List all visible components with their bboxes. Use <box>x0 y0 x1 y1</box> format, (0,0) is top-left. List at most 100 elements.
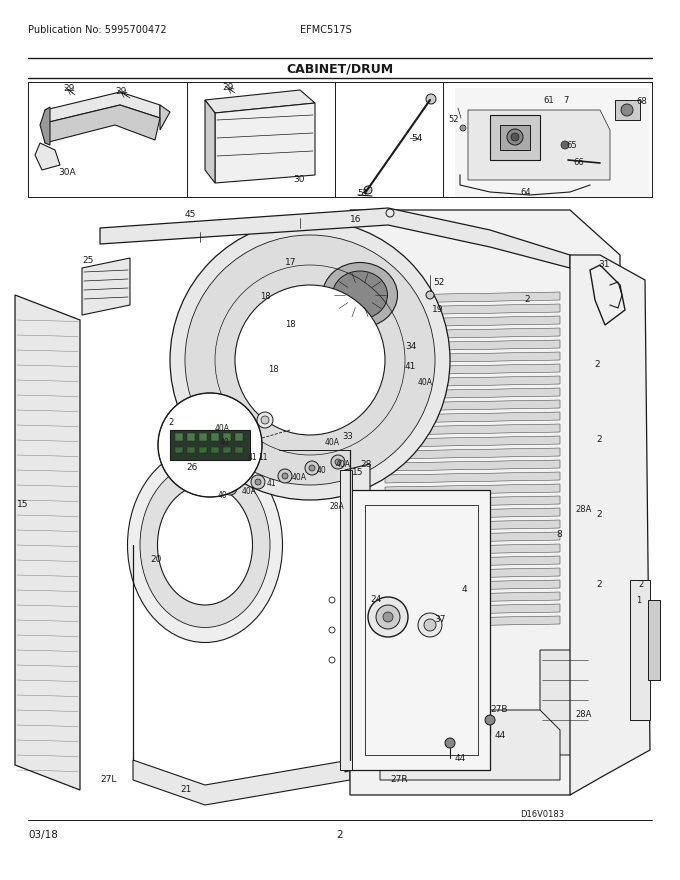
Circle shape <box>418 613 442 637</box>
Polygon shape <box>385 364 560 375</box>
Polygon shape <box>385 400 560 411</box>
Circle shape <box>376 605 400 629</box>
Circle shape <box>158 393 262 497</box>
Polygon shape <box>205 90 315 113</box>
Ellipse shape <box>128 448 282 642</box>
Text: 28A: 28A <box>575 505 592 514</box>
Bar <box>223 433 231 441</box>
Ellipse shape <box>140 463 270 627</box>
Polygon shape <box>45 105 160 143</box>
Circle shape <box>485 715 495 725</box>
Text: 37: 37 <box>434 615 445 624</box>
Polygon shape <box>455 88 650 197</box>
Text: 29: 29 <box>115 87 126 96</box>
Polygon shape <box>385 592 560 603</box>
Circle shape <box>364 186 372 194</box>
Text: 54: 54 <box>411 134 422 143</box>
Text: 24: 24 <box>370 595 381 604</box>
Circle shape <box>305 461 319 475</box>
Polygon shape <box>385 532 560 543</box>
Polygon shape <box>385 556 560 567</box>
Text: 15: 15 <box>17 500 29 509</box>
Polygon shape <box>15 295 80 790</box>
Text: 40A: 40A <box>325 438 340 447</box>
Text: 15: 15 <box>352 468 364 477</box>
Text: 19: 19 <box>432 305 443 314</box>
Polygon shape <box>385 460 560 471</box>
Text: 61: 61 <box>543 96 554 105</box>
Circle shape <box>460 125 466 131</box>
Polygon shape <box>385 376 560 387</box>
Circle shape <box>331 455 345 469</box>
Text: 2: 2 <box>168 418 173 427</box>
Circle shape <box>335 459 341 465</box>
Text: 21: 21 <box>180 785 191 794</box>
Text: 45: 45 <box>185 210 197 219</box>
Circle shape <box>426 291 434 299</box>
Circle shape <box>383 612 393 622</box>
Text: 40A: 40A <box>242 487 257 496</box>
Text: 18: 18 <box>268 365 279 374</box>
Text: 28A: 28A <box>575 710 592 719</box>
Text: 03/18: 03/18 <box>28 830 58 840</box>
Polygon shape <box>385 316 560 327</box>
Polygon shape <box>385 568 560 579</box>
Text: 51: 51 <box>357 189 369 198</box>
Polygon shape <box>385 292 560 303</box>
Circle shape <box>251 475 265 489</box>
Text: 16: 16 <box>350 215 362 224</box>
Polygon shape <box>340 470 352 770</box>
Polygon shape <box>570 255 650 795</box>
Circle shape <box>424 619 436 631</box>
Polygon shape <box>385 580 560 591</box>
Ellipse shape <box>158 485 252 605</box>
Polygon shape <box>630 580 650 720</box>
Polygon shape <box>45 92 160 123</box>
Polygon shape <box>350 490 490 770</box>
Polygon shape <box>380 710 560 780</box>
Text: 52: 52 <box>448 115 458 124</box>
Polygon shape <box>468 110 610 180</box>
Circle shape <box>621 104 633 116</box>
Text: CABINET/DRUM: CABINET/DRUM <box>286 63 394 76</box>
Text: 29: 29 <box>222 83 233 92</box>
Text: 40A: 40A <box>336 460 351 469</box>
Polygon shape <box>385 304 560 315</box>
Polygon shape <box>385 508 560 519</box>
Circle shape <box>218 423 232 437</box>
Bar <box>235 447 243 453</box>
Text: 33: 33 <box>342 432 353 441</box>
Polygon shape <box>385 604 560 615</box>
Text: 17: 17 <box>285 258 296 267</box>
Polygon shape <box>385 424 560 435</box>
Circle shape <box>507 129 523 145</box>
Text: 68: 68 <box>636 97 647 106</box>
Circle shape <box>561 141 569 149</box>
Circle shape <box>170 220 450 500</box>
Polygon shape <box>385 544 560 555</box>
Text: 40A: 40A <box>292 473 307 482</box>
Bar <box>187 433 195 441</box>
Polygon shape <box>385 352 560 363</box>
Circle shape <box>257 412 273 428</box>
Text: EFMC517S: EFMC517S <box>300 25 352 35</box>
Polygon shape <box>385 616 560 627</box>
Circle shape <box>227 485 233 491</box>
Polygon shape <box>385 448 560 459</box>
Polygon shape <box>385 436 560 447</box>
Text: 52: 52 <box>433 278 444 287</box>
Text: 20: 20 <box>150 555 161 564</box>
Polygon shape <box>385 496 560 507</box>
Polygon shape <box>385 484 560 495</box>
Text: 40: 40 <box>218 491 228 500</box>
Bar <box>211 433 219 441</box>
Text: 26: 26 <box>186 463 197 472</box>
Bar <box>175 433 183 441</box>
Polygon shape <box>35 143 60 170</box>
Polygon shape <box>385 328 560 339</box>
Text: 41: 41 <box>267 479 277 488</box>
Polygon shape <box>385 340 560 351</box>
Bar <box>211 447 219 453</box>
Text: 2: 2 <box>638 580 643 589</box>
Circle shape <box>235 285 385 435</box>
